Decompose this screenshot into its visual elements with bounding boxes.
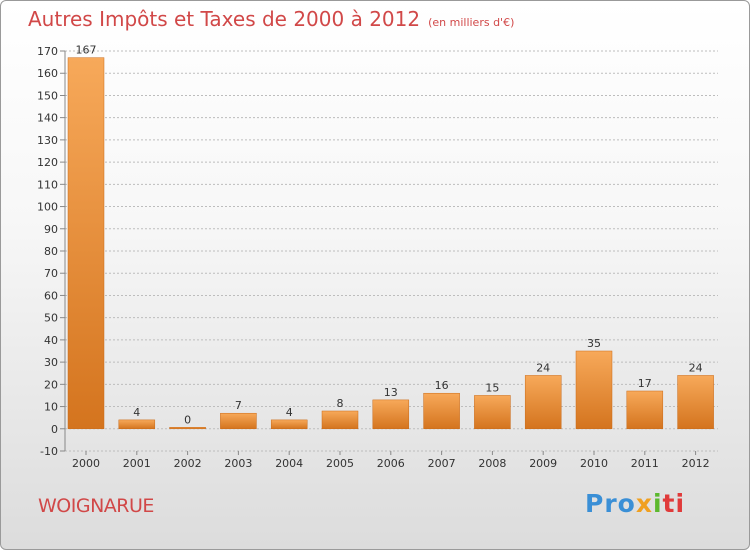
x-tick-label-2011: 2011 — [631, 457, 659, 470]
data-label-2012: 24 — [689, 361, 703, 374]
data-label-2007: 16 — [435, 379, 449, 392]
x-tick-label-2009: 2009 — [529, 457, 557, 470]
x-tick-label-2002: 2002 — [174, 457, 202, 470]
x-tick-label-2004: 2004 — [275, 457, 303, 470]
y-tick-label: 160 — [37, 67, 58, 80]
bar-2004 — [270, 419, 308, 430]
bar-2005 — [321, 410, 359, 430]
data-label-2004: 4 — [286, 406, 293, 419]
y-tick-label: 170 — [37, 45, 58, 58]
bar-2007 — [423, 392, 460, 430]
bar-2011 — [626, 390, 664, 430]
bar-2009 — [524, 375, 562, 430]
y-tick-label: 40 — [44, 334, 58, 347]
y-tick-label: 50 — [44, 312, 58, 325]
x-tick-label-2007: 2007 — [428, 457, 456, 470]
x-tick-label-2010: 2010 — [580, 457, 608, 470]
data-label-2001: 4 — [133, 406, 140, 419]
data-label-2003: 7 — [235, 399, 242, 412]
chart-title-main: Autres Impôts et Taxes de 2000 à 2012 — [28, 7, 421, 31]
data-label-2005: 8 — [337, 397, 344, 410]
y-tick-label: -10 — [40, 445, 58, 458]
logo-part-4: ti — [662, 489, 686, 518]
data-label-2010: 35 — [587, 337, 601, 350]
x-tick-label-2008: 2008 — [478, 457, 506, 470]
chart-title: Autres Impôts et Taxes de 2000 à 2012 (en… — [28, 7, 514, 31]
x-tick-label-2005: 2005 — [326, 457, 354, 470]
chart-title-unit: (en milliers d'€) — [428, 16, 515, 29]
bar-2002 — [169, 427, 206, 430]
bar-2010 — [575, 350, 613, 430]
y-tick-label: 80 — [44, 245, 58, 258]
data-label-2002: 0 — [184, 413, 191, 426]
x-tick-label-2003: 2003 — [224, 457, 252, 470]
y-tick-label: 100 — [37, 201, 58, 214]
bar-2006 — [372, 399, 410, 430]
bar-2012 — [677, 375, 714, 430]
x-tick-label-2000: 2000 — [72, 457, 100, 470]
y-tick-label: 150 — [37, 89, 58, 102]
y-tick-label: 140 — [37, 112, 58, 125]
y-tick-label: 120 — [37, 156, 58, 169]
y-tick-label: 10 — [44, 401, 58, 414]
bar-2001 — [118, 419, 156, 430]
logo-part-1: Pro — [585, 489, 636, 518]
x-tick-label-2006: 2006 — [377, 457, 405, 470]
y-tick-label: 90 — [44, 223, 58, 236]
logo-part-2: x — [635, 489, 653, 518]
x-tick-label-2012: 2012 — [682, 457, 710, 470]
y-tick-label: 60 — [44, 289, 58, 302]
bar-2003 — [220, 412, 257, 430]
bars — [67, 57, 714, 430]
y-tick-label: 0 — [51, 423, 58, 436]
data-labels: 167 4 0 7 4 8 13 16 15 24 35 17 24 — [76, 44, 703, 427]
proxiti-logo: Proxiti — [585, 489, 685, 518]
y-tick-label: 130 — [37, 134, 58, 147]
y-tick-label: 110 — [37, 178, 58, 191]
bar-2000 — [67, 57, 105, 430]
data-label-2000: 167 — [76, 44, 97, 57]
bar-2008 — [474, 395, 511, 430]
y-tick-label: 20 — [44, 378, 58, 391]
x-axis-ticks: 2000 2001 2002 2003 2004 2005 2006 2007 2008 2009… — [72, 451, 710, 470]
data-label-2011: 17 — [638, 377, 652, 390]
y-tick-label: 70 — [44, 267, 58, 280]
y-axis-ticks: -10 0 10 20 30 40 50 60 70 80 90 100 110 120 130 140 150… — [37, 45, 66, 458]
logo-part-3: i — [652, 489, 663, 518]
commune-name: WOIGNARUE — [38, 495, 154, 517]
y-tick-label: 30 — [44, 356, 58, 369]
data-label-2006: 13 — [384, 386, 398, 399]
data-label-2009: 24 — [536, 361, 550, 374]
x-tick-label-2001: 2001 — [123, 457, 151, 470]
data-label-2008: 15 — [485, 381, 499, 394]
